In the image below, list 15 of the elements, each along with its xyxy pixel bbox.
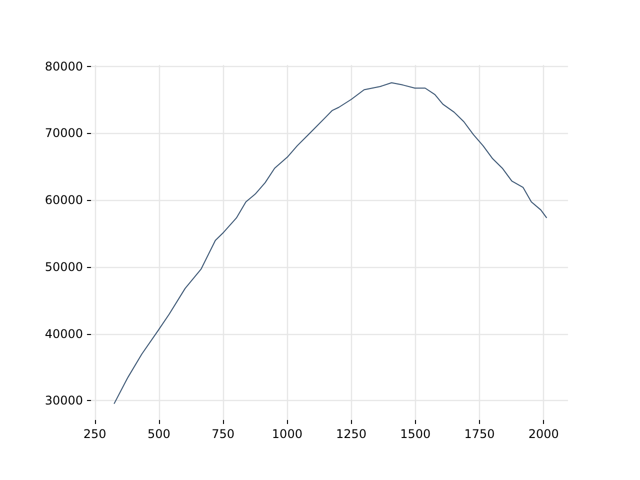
x-tick-label: 1500 xyxy=(400,427,431,441)
x-tick-label: 1750 xyxy=(464,427,495,441)
y-tick-label: 40000 xyxy=(44,326,83,341)
x-tick-label: 750 xyxy=(212,427,235,441)
x-tick-label: 1250 xyxy=(336,427,367,441)
y-tick-label: 80000 xyxy=(44,59,83,74)
y-tick-label: 50000 xyxy=(44,260,83,274)
y-tick-label: 30000 xyxy=(44,394,83,408)
x-tick-label: 2000 xyxy=(528,427,559,441)
line-series xyxy=(114,82,548,404)
x-tick-label: 250 xyxy=(83,427,106,441)
x-tick-label: 500 xyxy=(148,427,170,441)
x-tick-label: 1000 xyxy=(272,427,302,441)
y-tick-label: 70000 xyxy=(44,126,83,140)
y-tick-label: 60000 xyxy=(44,193,83,208)
